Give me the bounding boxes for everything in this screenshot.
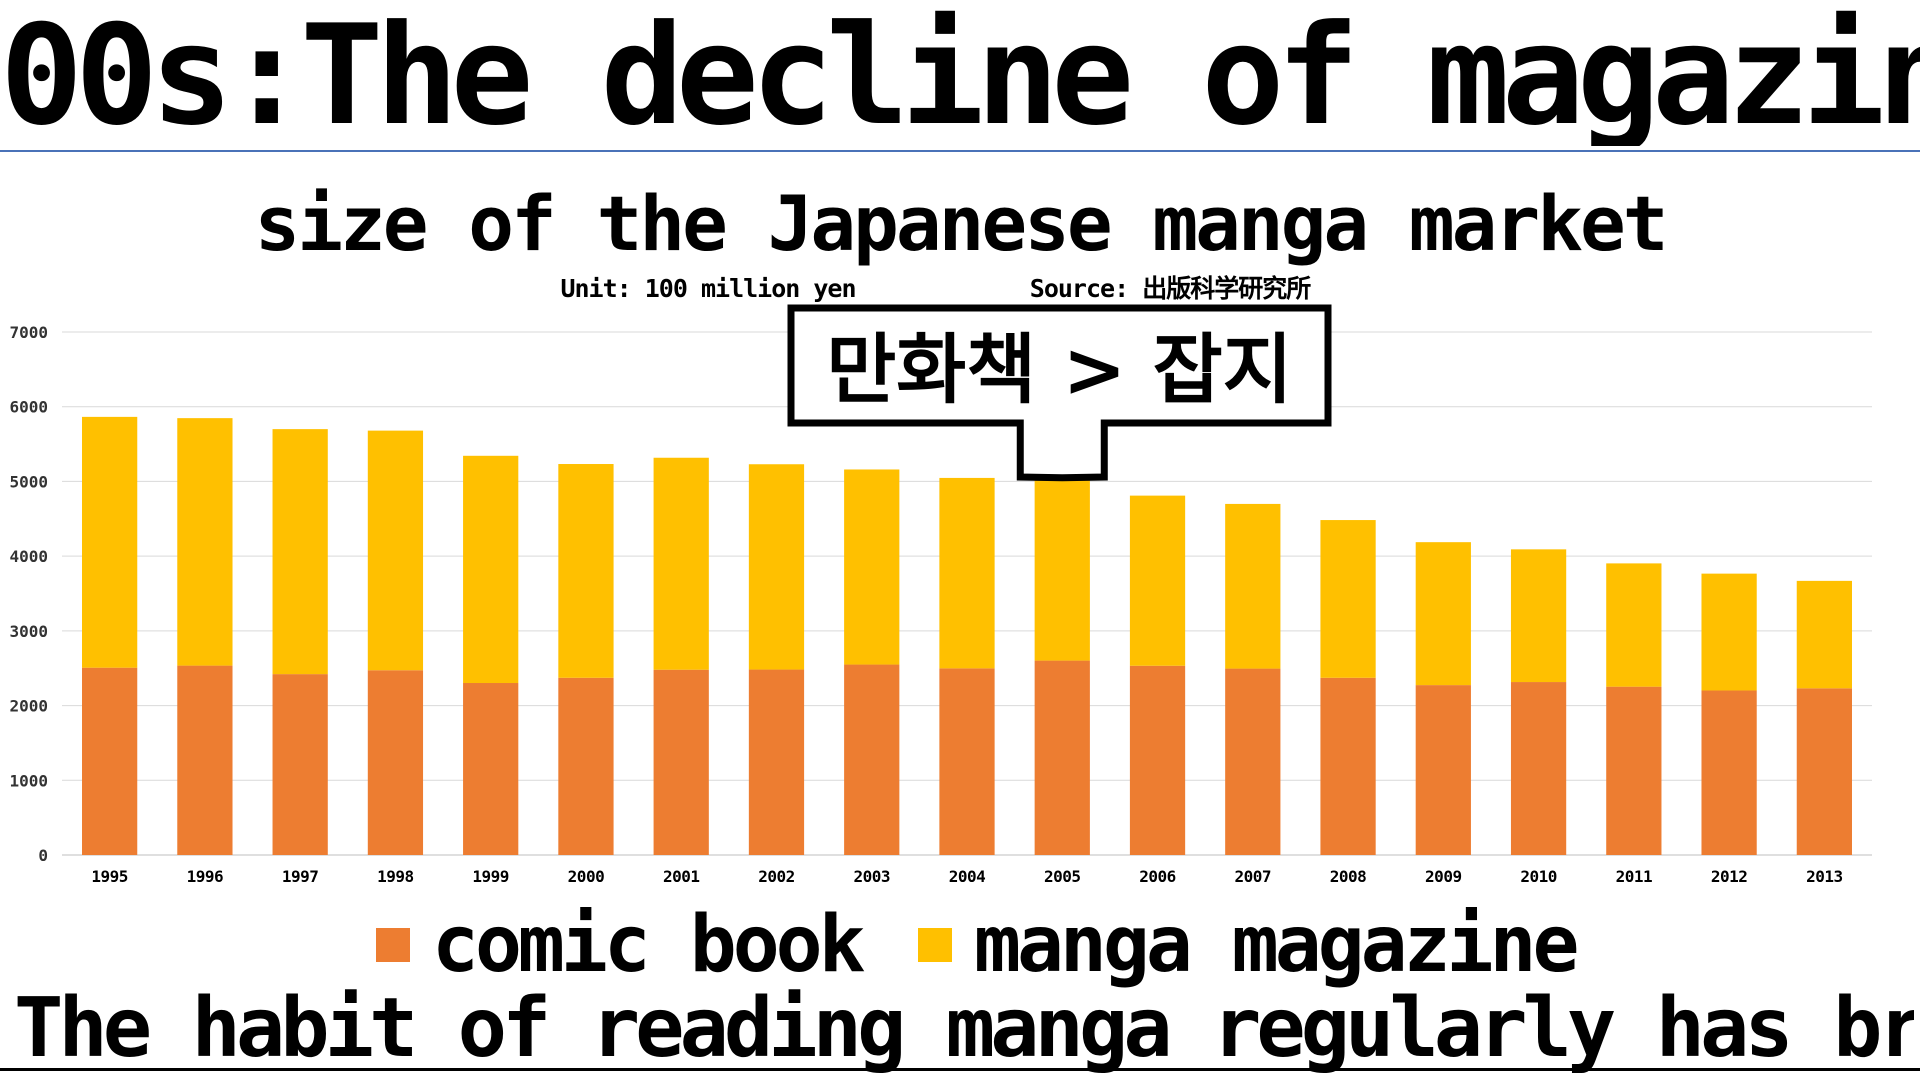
chart-legend: comic book manga magazine	[0, 900, 1920, 990]
y-tick-label: 5000	[9, 472, 48, 491]
y-tick-label: 0	[38, 846, 48, 865]
bar-comic-book	[1796, 688, 1852, 855]
headline-divider	[0, 150, 1920, 152]
x-tick-label: 2006	[1139, 867, 1176, 886]
bar-comic-book	[82, 667, 138, 855]
x-tick-label: 2011	[1616, 867, 1653, 886]
bar-manga-magazine	[1320, 520, 1376, 678]
bar-comic-book	[1510, 682, 1567, 855]
bar-manga-magazine	[367, 430, 424, 671]
bar-comic-book	[939, 668, 995, 855]
x-tick-label: 1998	[377, 867, 414, 886]
bar-comic-book	[1606, 686, 1662, 855]
bar-comic-book	[1225, 668, 1281, 855]
x-tick-label: 2010	[1520, 867, 1557, 886]
footer-caption: The habit of reading manga regularly has…	[14, 985, 1914, 1075]
x-tick-label: 2013	[1806, 867, 1843, 886]
bar-comic-book	[1320, 677, 1376, 855]
y-tick-label: 3000	[9, 622, 48, 641]
bar-manga-magazine	[1606, 563, 1662, 687]
bar-comic-book	[558, 677, 614, 855]
bar-manga-magazine	[177, 418, 233, 666]
bar-manga-magazine	[1129, 495, 1186, 666]
x-tick-label: 2004	[949, 867, 986, 886]
bar-comic-book	[1701, 690, 1757, 855]
stacked-bar-chart: size of the Japanese manga market Unit: …	[9, 179, 1872, 886]
x-tick-label: 2003	[853, 867, 890, 886]
x-tick-label: 2009	[1425, 867, 1462, 886]
bar-manga-magazine	[1796, 580, 1852, 689]
y-tick-label: 6000	[9, 398, 48, 417]
x-tick-label: 2000	[568, 867, 605, 886]
x-tick-label: 1996	[187, 867, 224, 886]
bar-manga-magazine	[939, 477, 995, 669]
x-tick-label: 2008	[1330, 867, 1367, 886]
bar-manga-magazine	[1510, 549, 1567, 683]
y-tick-label: 4000	[9, 547, 48, 566]
bar-manga-magazine	[1415, 542, 1471, 686]
x-tick-label: 2001	[663, 867, 700, 886]
callout-box	[787, 304, 1332, 482]
bar-manga-magazine	[82, 416, 138, 668]
bar-manga-magazine	[558, 464, 614, 678]
unit-note: Unit: 100 million yen	[560, 274, 855, 303]
legend-swatch-manga-magazine	[918, 928, 952, 962]
bar-comic-book	[177, 665, 233, 855]
y-tick-label: 2000	[9, 697, 48, 716]
bar-manga-magazine	[844, 469, 900, 665]
y-tick-label: 7000	[9, 323, 48, 342]
bar-manga-magazine	[272, 429, 328, 675]
footer-underline	[0, 1068, 1920, 1071]
bar-manga-magazine	[463, 455, 519, 684]
headline: 00s:The decline of magazines	[0, 6, 1920, 146]
bar-comic-book	[1415, 685, 1471, 855]
legend-label-manga-magazine: manga magazine	[974, 900, 1579, 990]
legend-label-comic-book: comic book	[432, 900, 866, 990]
bar-comic-book	[1034, 660, 1090, 855]
legend-swatch-comic-book	[376, 928, 410, 962]
bar-manga-magazine	[1034, 479, 1090, 661]
x-tick-label: 2002	[758, 867, 795, 886]
source-note: Source: 出版科学研究所	[1030, 274, 1311, 303]
bar-manga-magazine	[653, 457, 709, 670]
bar-comic-book	[463, 683, 519, 855]
bar-manga-magazine	[748, 464, 805, 670]
y-tick-label: 1000	[9, 771, 48, 790]
x-tick-label: 1995	[91, 867, 128, 886]
callout-text: 만화책 > 잡지	[826, 325, 1292, 414]
bar-comic-book	[653, 669, 709, 855]
x-tick-label: 2007	[1235, 867, 1272, 886]
bar-comic-book	[367, 670, 424, 855]
x-tick-label: 2012	[1711, 867, 1748, 886]
x-tick-label: 1997	[282, 867, 319, 886]
bar-manga-magazine	[1701, 573, 1757, 691]
bar-manga-magazine	[1225, 503, 1281, 669]
bar-comic-book	[272, 674, 328, 855]
chart-title: size of the Japanese manga market	[255, 179, 1666, 268]
x-tick-label: 1999	[472, 867, 509, 886]
x-tick-label: 2005	[1044, 867, 1081, 886]
bar-comic-book	[748, 669, 805, 855]
bar-comic-book	[1129, 665, 1186, 855]
bar-comic-book	[844, 664, 900, 855]
